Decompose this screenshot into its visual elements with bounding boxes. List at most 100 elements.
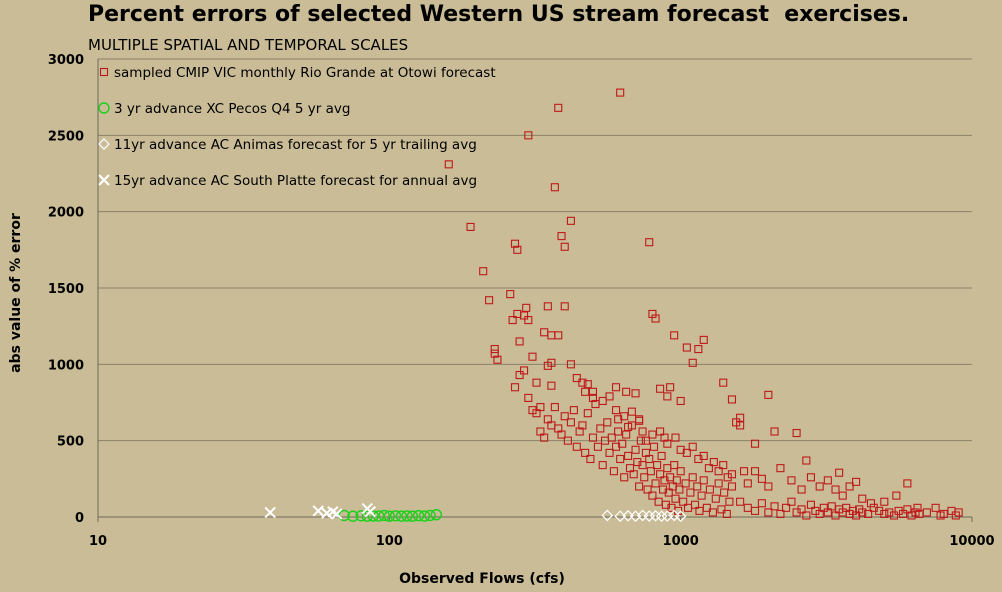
- data-point: [675, 485, 684, 494]
- data-point: [736, 497, 745, 506]
- data-point: [643, 510, 656, 522]
- data-point: [892, 491, 901, 500]
- data-point: [858, 494, 867, 503]
- data-point: [418, 510, 431, 522]
- data-point: [515, 370, 524, 380]
- data-point: [588, 433, 598, 442]
- x-axis-label: Observed Flows (cfs): [399, 571, 565, 587]
- data-point: [466, 222, 475, 231]
- data-point: [547, 381, 556, 390]
- data-point: [694, 345, 703, 354]
- data-points: [264, 88, 963, 523]
- data-point: [815, 482, 824, 491]
- legend-item: 3 yr advance XC Pecos Q4 5 yr avg: [98, 101, 350, 117]
- data-point: [656, 470, 665, 479]
- data-point: [757, 499, 766, 508]
- data-point: [899, 509, 908, 518]
- data-point: [264, 506, 276, 519]
- data-point: [806, 500, 815, 509]
- data-point: [699, 335, 708, 344]
- data-point: [682, 343, 691, 352]
- x-tick-label: 100: [376, 534, 403, 549]
- data-point: [656, 427, 665, 436]
- data-point: [622, 509, 634, 522]
- data-point: [510, 383, 520, 392]
- data-point: [347, 510, 359, 522]
- data-point: [583, 380, 592, 389]
- data-point: [641, 436, 650, 445]
- data-point: [676, 467, 685, 476]
- data-point: [903, 505, 912, 514]
- data-point: [550, 183, 559, 192]
- data-point: [620, 473, 629, 482]
- data-point: [490, 345, 499, 354]
- data-point: [479, 267, 488, 276]
- data-point: [666, 383, 675, 392]
- legend-label: 15yr advance AC South Platte forecast fo…: [114, 173, 477, 189]
- data-point: [566, 216, 575, 225]
- data-point: [725, 497, 734, 506]
- data-point: [510, 239, 520, 248]
- data-point: [743, 479, 752, 488]
- data-point: [719, 378, 728, 387]
- data-point: [776, 464, 785, 473]
- data-point: [569, 406, 578, 415]
- data-point: [596, 424, 605, 433]
- data-point: [627, 407, 636, 416]
- data-point: [702, 503, 711, 512]
- data-point: [624, 451, 633, 460]
- data-point: [581, 448, 590, 457]
- data-point: [653, 461, 662, 470]
- legend-marker: [98, 174, 110, 186]
- data-point: [554, 103, 563, 112]
- data-point: [655, 510, 668, 523]
- data-point: [620, 412, 629, 421]
- data-point: [651, 479, 660, 488]
- axes: 0 500 1000 1500 2000 2500 3000 10 100 1000 10000: [48, 53, 995, 549]
- data-point: [722, 509, 731, 518]
- data-point: [663, 464, 672, 473]
- data-point: [601, 509, 614, 522]
- data-point: [764, 390, 773, 399]
- data-point: [575, 427, 584, 436]
- data-point: [802, 511, 811, 520]
- data-point: [660, 433, 669, 442]
- data-point: [681, 479, 690, 488]
- data-point: [831, 485, 840, 494]
- data-point: [645, 238, 654, 247]
- x-tick-label: 1000: [663, 534, 699, 549]
- chart-subtitle: MULTIPLE SPATIAL AND TEMPORAL SCALES: [88, 36, 409, 54]
- data-point: [583, 409, 592, 418]
- legend-marker: [98, 138, 110, 150]
- data-point: [656, 384, 665, 393]
- data-point: [515, 337, 524, 346]
- data-point: [331, 508, 343, 520]
- data-point: [638, 427, 647, 436]
- data-point: [693, 482, 702, 491]
- data-point: [591, 399, 600, 409]
- legend-label: 11yr advance AC Animas forecast for 5 yr…: [114, 137, 477, 153]
- data-point: [951, 511, 960, 520]
- data-point: [543, 302, 552, 311]
- data-point: [622, 430, 631, 439]
- data-point: [532, 409, 541, 418]
- data-point: [720, 488, 729, 497]
- data-point: [645, 454, 654, 464]
- legend-item: sampled CMIP VIC monthly Rio Grande at O…: [99, 65, 496, 81]
- y-tick-label: 1000: [48, 358, 84, 373]
- data-point: [714, 479, 723, 488]
- data-point: [739, 467, 749, 476]
- data-point: [757, 474, 766, 483]
- data-point: [852, 477, 861, 486]
- data-point: [686, 488, 695, 497]
- data-point: [412, 509, 425, 522]
- data-point: [540, 328, 549, 337]
- data-point: [727, 395, 737, 404]
- data-point: [586, 454, 595, 464]
- data-point: [430, 509, 443, 521]
- data-point: [838, 491, 847, 500]
- legend-marker: [99, 67, 109, 77]
- data-point: [913, 503, 922, 512]
- data-point: [743, 503, 752, 512]
